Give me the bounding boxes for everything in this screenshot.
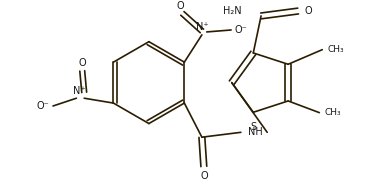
Text: O: O <box>200 171 208 181</box>
Text: O: O <box>177 1 184 11</box>
Text: CH₃: CH₃ <box>324 108 341 117</box>
Text: N⁺: N⁺ <box>73 86 86 96</box>
Text: NH: NH <box>248 127 263 137</box>
Text: O⁻: O⁻ <box>37 101 50 111</box>
Text: S: S <box>250 122 256 132</box>
Text: N⁺: N⁺ <box>195 22 208 32</box>
Text: CH₃: CH₃ <box>327 45 344 54</box>
Text: H₂N: H₂N <box>223 6 242 16</box>
Text: O: O <box>304 6 312 16</box>
Text: O: O <box>78 58 86 68</box>
Text: O⁻: O⁻ <box>235 25 247 35</box>
